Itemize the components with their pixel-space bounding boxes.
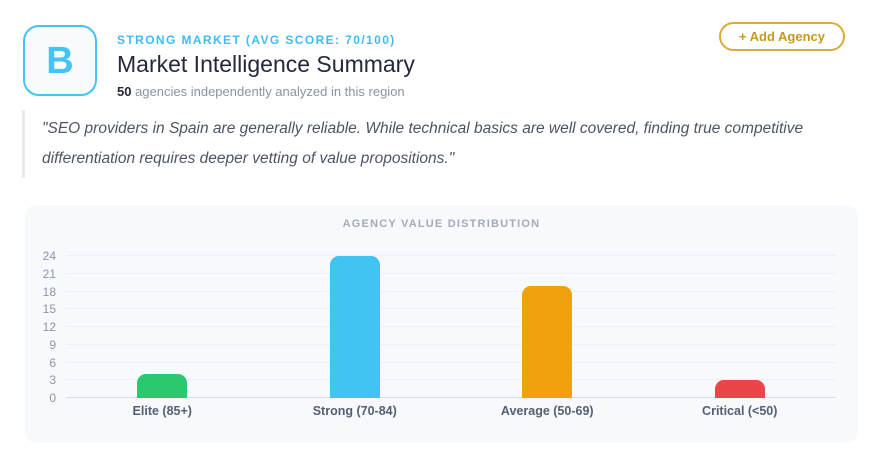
bar-slot [451, 256, 644, 398]
y-tick-label: 9 [49, 337, 56, 352]
gridline [66, 255, 836, 256]
x-axis-label: Average (50-69) [500, 404, 594, 418]
bar-slot [644, 256, 837, 398]
gridline [66, 290, 836, 292]
y-tick-label: 15 [42, 302, 56, 317]
grade-badge: B [23, 25, 97, 96]
y-tick-label: 12 [42, 320, 56, 334]
chart-title: AGENCY VALUE DISTRIBUTION [342, 218, 541, 230]
gridline [66, 361, 836, 363]
chart-panel: AGENCY VALUE DISTRIBUTION 0 3 6 9 12 15 18 21 24… [25, 205, 858, 443]
add-agency-button[interactable]: + Add Agency [718, 22, 845, 51]
bar-slot [259, 256, 452, 398]
quote-block: "SEO providers in Spain are generally re… [22, 110, 860, 178]
x-axis-label: Elite (85+) [132, 404, 192, 418]
market-eyebrow: STRONG MARKET (AVG SCORE: 70/100) [117, 33, 396, 47]
x-axis-label: Strong (70-84) [312, 404, 397, 418]
chart-plot [66, 255, 836, 398]
chart-bars [66, 256, 836, 398]
x-axis-label: Critical (<50) [702, 404, 778, 418]
subtitle: 50 agencies independently analyzed in th… [117, 84, 415, 99]
y-tick-label: 18 [42, 284, 56, 299]
quote-text: "SEO providers in Spain are generally re… [42, 120, 804, 167]
chart-xlabels: Elite (85+) Strong (70-84) Average (50-69)… [66, 404, 836, 418]
gridline [66, 326, 836, 327]
y-tick-label: 6 [49, 355, 56, 370]
y-tick-label: 24 [42, 249, 56, 263]
gridline [66, 272, 836, 274]
chart-bar-critical-50 [714, 380, 765, 398]
subtitle-count: 50 [117, 84, 132, 99]
chart-bar-elite-85 [137, 374, 188, 398]
bar-slot [66, 256, 259, 398]
subtitle-text: agencies independently analyzed in this … [131, 84, 405, 99]
y-tick-label: 3 [49, 373, 56, 388]
y-tick-label: 21 [42, 266, 56, 281]
x-axis-line [66, 397, 836, 398]
grade-letter: B [46, 39, 74, 82]
y-tick-label: 0 [49, 391, 56, 405]
gridline [66, 343, 836, 345]
gridline [66, 379, 836, 381]
chart-bar-strong-70-84 [329, 256, 380, 398]
chart-ylabels: 0 3 6 9 12 15 18 21 24 [25, 249, 61, 405]
header-text: STRONG MARKET (AVG SCORE: 70/100) Market… [117, 33, 415, 99]
gridline [66, 308, 836, 310]
chart-bar-average-50-69 [522, 285, 573, 398]
page-title: Market Intelligence Summary [117, 51, 415, 77]
